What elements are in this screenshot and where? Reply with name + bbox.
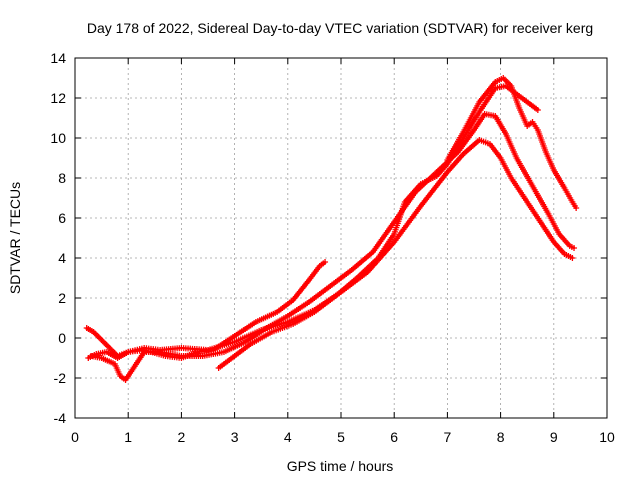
x-tick-label: 9 bbox=[550, 429, 558, 445]
grid-layer bbox=[75, 58, 607, 418]
data-point bbox=[534, 107, 541, 113]
y-tick-label: 8 bbox=[58, 170, 66, 186]
chart-title: Day 178 of 2022, Sidereal Day-to-day VTE… bbox=[87, 20, 593, 36]
series-5 bbox=[444, 75, 580, 211]
x-tick-label: 5 bbox=[337, 429, 345, 445]
y-axis-label: SDTVAR / TECUs bbox=[7, 182, 23, 294]
y-tick-label: -4 bbox=[54, 410, 67, 426]
y-tick-label: 0 bbox=[58, 330, 66, 346]
series-3 bbox=[85, 259, 329, 361]
y-tick-label: 4 bbox=[58, 250, 66, 266]
y-tick-label: 14 bbox=[50, 50, 66, 66]
data-point bbox=[573, 205, 580, 211]
series-1 bbox=[83, 137, 576, 359]
x-tick-label: 6 bbox=[390, 429, 398, 445]
series-trace bbox=[89, 112, 576, 382]
x-tick-label: 4 bbox=[284, 429, 292, 445]
x-tick-label: 3 bbox=[231, 429, 239, 445]
y-tick-label: 12 bbox=[50, 90, 66, 106]
y-tick-label: 2 bbox=[58, 290, 66, 306]
y-tick-label: 6 bbox=[58, 210, 66, 226]
x-tick-label: 8 bbox=[497, 429, 505, 445]
data-point bbox=[322, 259, 329, 265]
series-layer bbox=[83, 75, 580, 383]
x-tick-label: 2 bbox=[178, 429, 186, 445]
series-trace bbox=[85, 138, 574, 358]
x-axis-label: GPS time / hours bbox=[287, 458, 394, 474]
series-4 bbox=[215, 83, 541, 371]
x-tick-label: 7 bbox=[444, 429, 452, 445]
x-tick-label: 10 bbox=[599, 429, 615, 445]
series-trace bbox=[87, 260, 327, 360]
x-tick-label: 1 bbox=[124, 429, 132, 445]
y-tick-label: -2 bbox=[54, 370, 67, 386]
x-tick-label: 0 bbox=[71, 429, 79, 445]
plot-frame bbox=[74, 57, 608, 419]
y-tick-label: 10 bbox=[50, 130, 66, 146]
data-point bbox=[571, 245, 578, 251]
data-point bbox=[569, 255, 576, 261]
series-2 bbox=[87, 111, 578, 383]
